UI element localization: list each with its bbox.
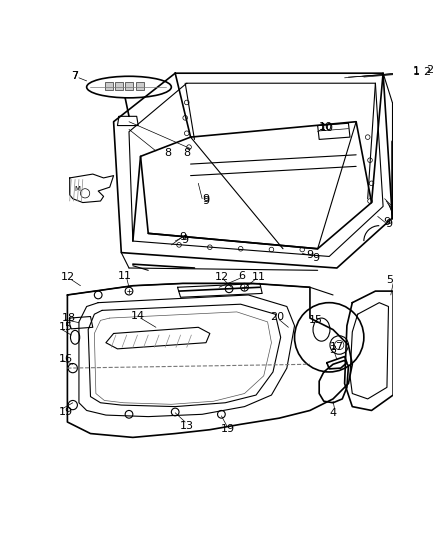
Text: 9: 9 [383,217,391,227]
Text: 9: 9 [179,232,187,242]
Text: 4: 4 [329,408,337,418]
Text: 9: 9 [307,250,314,260]
Text: 19: 19 [221,424,235,434]
Bar [105,83,113,90]
Text: 10: 10 [318,122,332,132]
Text: 3: 3 [329,345,336,356]
Text: 8: 8 [183,148,190,158]
Text: M: M [74,187,81,192]
Text: 8: 8 [164,148,171,158]
Text: 15: 15 [59,322,73,332]
Bar [136,83,144,90]
Text: 10: 10 [320,123,334,133]
Bar [125,83,133,90]
Text: 13: 13 [180,421,194,431]
Text: 15: 15 [309,314,323,325]
Text: 11: 11 [118,271,132,281]
Text: 12: 12 [61,272,75,282]
Bar [115,83,123,90]
Text: 9: 9 [202,196,209,206]
Text: 2: 2 [427,65,434,75]
Text: 17: 17 [330,342,344,352]
Text: 7: 7 [71,70,78,80]
Text: 9: 9 [182,235,189,245]
Text: 14: 14 [131,311,145,321]
Text: 20: 20 [271,312,285,322]
Text: 9: 9 [386,219,393,229]
Text: 9: 9 [313,253,320,263]
Text: 9: 9 [202,193,209,204]
Text: 1: 1 [413,68,420,77]
Text: 2: 2 [423,67,430,77]
Text: 19: 19 [59,407,73,417]
Text: 1: 1 [413,66,420,76]
Text: 12: 12 [214,272,229,282]
Text: 18: 18 [62,313,76,323]
Text: 6: 6 [239,271,246,281]
Text: 5: 5 [386,274,393,285]
Text: 11: 11 [251,272,265,282]
Text: 16: 16 [59,354,73,364]
Text: 7: 7 [71,70,78,80]
